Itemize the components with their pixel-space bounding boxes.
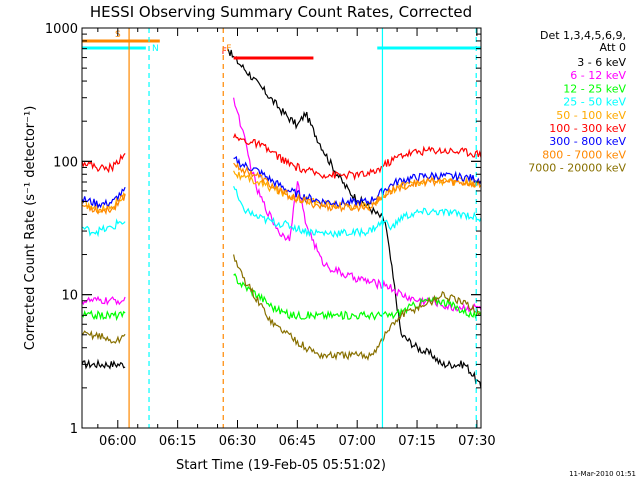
axes: 06:00 06:15 06:30 06:45 07:00 07:15 07:30 1 10 10… [45,22,496,449]
legend-entry-3: 25 - 50 keV [563,96,626,109]
series-line-0 [81,48,482,389]
series-line-8 [81,254,482,362]
chart-title: HESSI Observing Summary Count Rates, Cor… [90,3,472,21]
legend-entry-2: 12 - 25 keV [563,82,626,95]
footer-timestamp: 11-Mar-2010 01:51 [569,470,636,478]
attenuator-label-1: F [222,47,227,57]
vline-label-2: F [226,44,231,54]
x-tick-label-6: 07:30 [458,434,495,449]
series-line-2 [81,273,482,322]
series-line-7 [81,162,482,216]
plot-area: SFNF [81,28,482,428]
legend-entry-7: 800 - 7000 keV [542,148,626,161]
x-tick-label-3: 06:45 [279,434,316,449]
y-tick-label-1: 10 [61,289,78,304]
x-tick-label-1: 06:15 [159,434,196,449]
legend-entry-8: 7000 - 20000 keV [528,162,626,175]
legend-entry-5: 100 - 300 keV [549,122,626,135]
y-tick-label-3: 1000 [45,22,78,37]
plot-frame [81,27,482,429]
y-axis-label: Corrected Count Rate (s⁻¹ detector⁻¹) [23,106,38,351]
series-line-6 [81,155,482,210]
x-tick-label-4: 07:00 [338,434,375,449]
y-tick-label-2: 100 [53,155,78,170]
legend-entry-6: 300 - 800 keV [549,135,626,148]
legend-entry-0: 3 - 6 keV [577,56,626,69]
series-line-3 [81,186,482,239]
legend-subtitle: Att 0 [600,41,626,54]
vline-label-1: N [152,44,159,54]
series-line-5 [81,132,482,181]
series-line-4 [81,170,482,214]
y-tick-label-0: 1 [70,422,78,437]
x-tick-label-2: 06:30 [219,434,256,449]
x-tick-label-5: 07:15 [398,434,435,449]
x-axis-label: Start Time (19-Feb-05 05:51:02) [176,458,386,473]
legend-entry-4: 50 - 100 keV [556,109,626,122]
legend-entry-1: 6 - 12 keV [570,69,626,82]
x-tick-label-0: 06:00 [99,434,136,449]
legend-title: Det 1,3,4,5,6,9, [540,29,626,42]
